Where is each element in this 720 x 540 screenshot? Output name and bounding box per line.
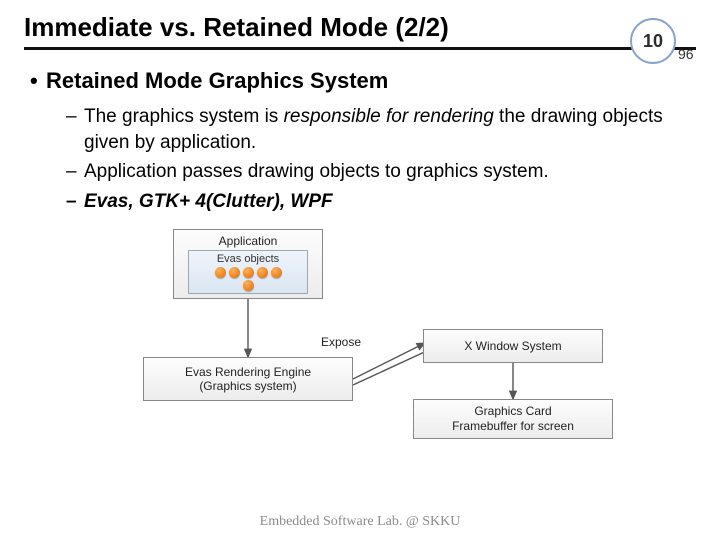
evas-objects-box: Evas objects	[188, 250, 308, 294]
bullet-heading: Retained Mode Graphics System	[30, 68, 696, 94]
bullet-1-text-a: The graphics system is	[84, 106, 284, 127]
x-window-box: X Window System	[423, 329, 603, 363]
architecture-diagram: Application Evas objects Expose Evas Ren…	[83, 229, 643, 449]
engine-line1: Evas Rendering Engine	[185, 365, 311, 379]
rendering-engine-box: Evas Rendering Engine (Graphics system)	[143, 357, 353, 401]
slide-title: Immediate vs. Retained Mode (2/2)	[24, 12, 584, 43]
content-area: Retained Mode Graphics System The graphi…	[24, 68, 696, 449]
evas-objects-label: Evas objects	[217, 253, 279, 265]
object-ball	[229, 267, 240, 278]
page-number: 10	[630, 18, 676, 64]
gcard-line2: Framebuffer for screen	[452, 419, 574, 433]
object-ball	[215, 267, 226, 278]
bullet-item-1: The graphics system is responsible for r…	[30, 104, 696, 155]
slide-header: Immediate vs. Retained Mode (2/2) 10 96	[24, 12, 696, 43]
object-balls	[208, 267, 288, 291]
application-box: Application Evas objects	[173, 229, 323, 299]
bullet-item-2: Application passes drawing objects to gr…	[30, 159, 696, 185]
bullet-item-3: Evas, GTK+ 4(Clutter), WPF	[30, 189, 696, 215]
graphics-card-box: Graphics Card Framebuffer for screen	[413, 399, 613, 439]
xwin-label: X Window System	[464, 339, 561, 353]
expose-label: Expose	[321, 335, 361, 349]
bullet-1-text-b: responsible for rendering	[284, 106, 494, 127]
page-badge: 10 96	[630, 18, 700, 72]
footer-text: Embedded Software Lab. @ SKKU	[0, 514, 720, 530]
object-ball	[271, 267, 282, 278]
page-total: 96	[678, 46, 694, 62]
header-rule	[24, 47, 696, 50]
object-ball	[243, 280, 254, 291]
object-ball	[243, 267, 254, 278]
object-ball	[257, 267, 268, 278]
application-label: Application	[219, 234, 278, 248]
engine-line2: (Graphics system)	[199, 379, 296, 393]
gcard-line1: Graphics Card	[474, 404, 551, 418]
